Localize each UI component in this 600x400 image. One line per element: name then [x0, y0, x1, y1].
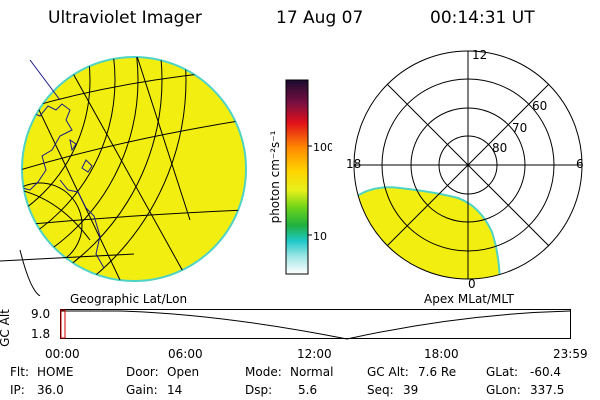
altitude-strip: [60, 309, 571, 340]
gain-value: 14: [167, 383, 183, 397]
glat-label: GLat:: [486, 365, 519, 379]
gcalt-label: GC Alt:: [367, 365, 409, 379]
polar-plot: 12 18 6 0 60 70 80: [346, 48, 584, 291]
altitude-ytick-9: 9.0: [31, 307, 51, 321]
altitude-xtick-1800: 18:00: [424, 347, 459, 361]
polar-meridian-diag-2: [386, 83, 550, 247]
outer-grid-arc: [19, 249, 41, 296]
colorbar-unit-label: photon cm⁻²s⁻¹: [268, 130, 282, 223]
door-value: Open: [167, 365, 200, 379]
flt-value: HOME: [37, 365, 74, 379]
gcalt-value: 7.6 Re: [418, 365, 457, 379]
instrument-title: Ultraviolet Imager: [48, 8, 202, 28]
altitude-xtick-0000: 00:00: [45, 347, 80, 361]
altitude-curve: [61, 310, 571, 340]
glat-value: -60.4: [530, 365, 562, 379]
polar-panel-label: Apex MLat/MLT: [424, 292, 514, 306]
geographic-panel-label: Geographic Lat/Lon: [70, 292, 188, 306]
coastline: [22, 103, 105, 269]
mlt-label-6: 6: [576, 157, 584, 171]
altitude-xtick-2359: 23:59: [553, 347, 588, 361]
mlat-label-60: 60: [532, 99, 547, 113]
uv-image-projection: [354, 186, 502, 279]
gain-label: Gain:: [126, 383, 158, 397]
uv-image-disc: [21, 56, 247, 282]
colorbar-label-100: 100: [313, 141, 332, 154]
mlt-label-12: 12: [472, 48, 487, 62]
seq-label: Seq:: [367, 383, 394, 397]
geographic-image: [0, 56, 247, 296]
altitude-xtick-0600: 06:00: [168, 347, 203, 361]
mlt-label-0: 0: [468, 277, 476, 291]
altitude-frame: [60, 309, 571, 339]
mlat-label-70: 70: [512, 121, 527, 135]
dsp-label: Dsp:: [245, 383, 273, 397]
seq-value: 39: [403, 383, 419, 397]
observation-date: 17 Aug 07: [276, 8, 364, 28]
flt-label: Flt:: [10, 365, 29, 379]
ip-label: IP:: [10, 383, 25, 397]
mode-value: Normal: [290, 365, 334, 379]
colorbar-label-10: 10: [313, 230, 327, 243]
mlt-label-18: 18: [346, 157, 361, 171]
altitude-xtick-1200: 12:00: [297, 347, 332, 361]
colorbar-gradient: [285, 79, 309, 275]
door-label: Door:: [126, 365, 159, 379]
outer-coastline: [29, 59, 61, 101]
altitude-ytick-1-8: 1.8: [31, 327, 51, 341]
altitude-ylabel: GC Alt: [0, 309, 12, 347]
outer-grid-line: [0, 253, 135, 262]
observation-time: 00:14:31 UT: [430, 8, 535, 28]
glon-label: GLon:: [486, 383, 521, 397]
mode-label: Mode:: [245, 365, 282, 379]
mlat-label-80: 80: [492, 141, 507, 155]
ip-value: 36.0: [37, 383, 64, 397]
colorbar: 100 10 photon cm⁻²s⁻¹: [268, 79, 332, 275]
dsp-value: 5.6: [298, 383, 318, 397]
current-time-marker: [60, 309, 66, 339]
glon-value: 337.5: [530, 383, 565, 397]
